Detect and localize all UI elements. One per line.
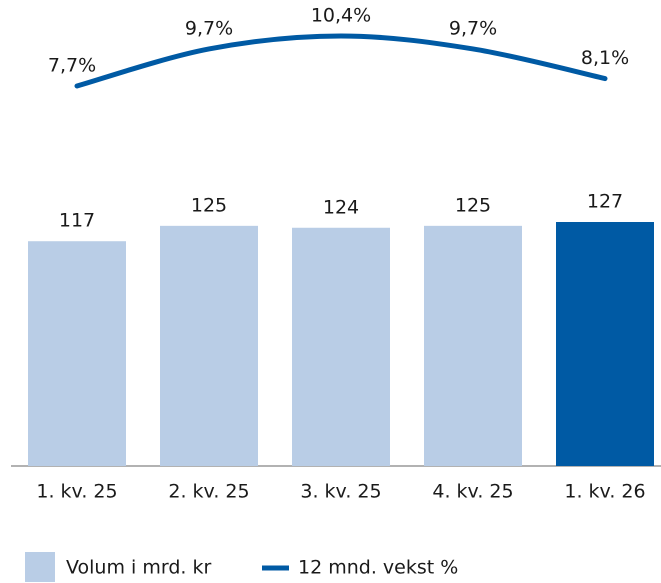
line: [74, 33, 608, 89]
x-tick-label: 1. kv. 25: [36, 481, 117, 503]
legend-swatch: [25, 552, 55, 582]
bar-value-label: 125: [455, 194, 491, 216]
bar-value-label: 117: [59, 210, 95, 232]
x-tick-label: 1. kv. 26: [564, 481, 645, 503]
x-tick-label: 3. kv. 25: [300, 481, 381, 503]
bar-value-label: 125: [191, 194, 227, 216]
line-value-label: 8,1%: [581, 47, 629, 69]
bar-value-label: 124: [323, 196, 359, 218]
x-tick-label: 2. kv. 25: [168, 481, 249, 503]
bar-value-label: 127: [587, 191, 623, 213]
legend-label: 12 mnd. vekst %: [298, 557, 458, 579]
line-value-label: 10,4%: [311, 5, 371, 27]
line-value-label: 7,7%: [48, 55, 96, 77]
bar: [292, 227, 390, 466]
bar: [556, 222, 654, 466]
bar: [424, 225, 522, 466]
x-tick-label: 4. kv. 25: [432, 481, 513, 503]
bar: [28, 241, 126, 466]
legend-label: Volum i mrd. kr: [66, 557, 211, 579]
line-value-label: 9,7%: [185, 17, 233, 39]
line-value-label: 9,7%: [449, 17, 497, 39]
bar: [160, 225, 258, 466]
